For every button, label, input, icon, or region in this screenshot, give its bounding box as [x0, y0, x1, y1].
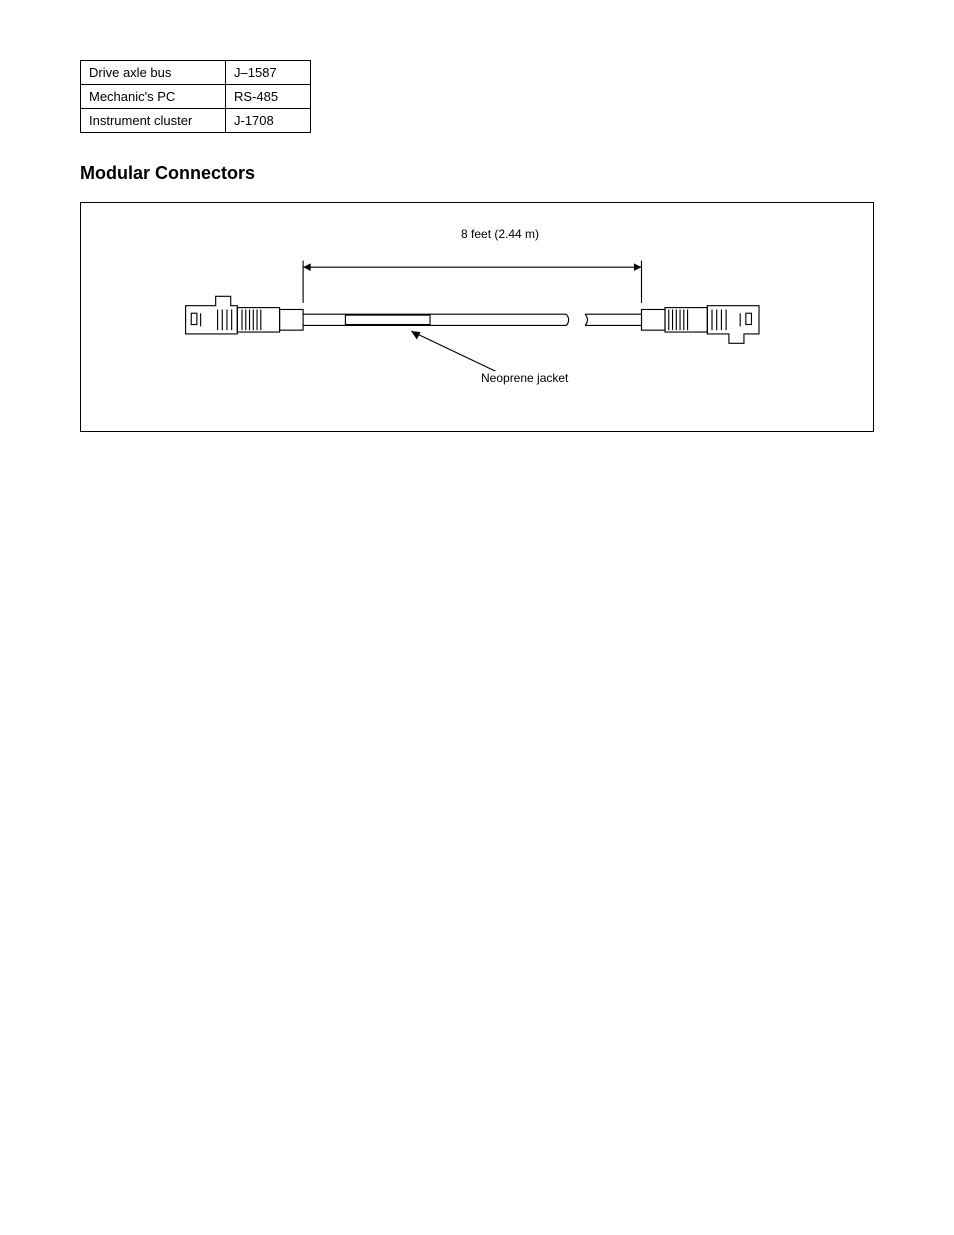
dimension-label: 8 feet (2.44 m) — [461, 227, 539, 241]
figure-box: 8 feet (2.44 m) Neoprene jacket — [80, 202, 874, 432]
cell-r2c1: Mechanic's PC — [81, 85, 226, 109]
table-row: Mechanic's PC RS-485 — [81, 85, 311, 109]
table-row: Drive axle bus J–1587 — [81, 61, 311, 85]
section-heading: Modular Connectors — [80, 163, 874, 184]
table-row: Instrument cluster J-1708 — [81, 109, 311, 133]
cell-r3c1: Instrument cluster — [81, 109, 226, 133]
jacket-label: Neoprene jacket — [481, 371, 568, 385]
cell-r3c2: J-1708 — [226, 109, 311, 133]
cell-r2c2: RS-485 — [226, 85, 311, 109]
cell-r1c1: Drive axle bus — [81, 61, 226, 85]
spec-table: Drive axle bus J–1587 Mechanic's PC RS-4… — [80, 60, 311, 133]
cell-r1c2: J–1587 — [226, 61, 311, 85]
cable-diagram — [101, 223, 853, 411]
